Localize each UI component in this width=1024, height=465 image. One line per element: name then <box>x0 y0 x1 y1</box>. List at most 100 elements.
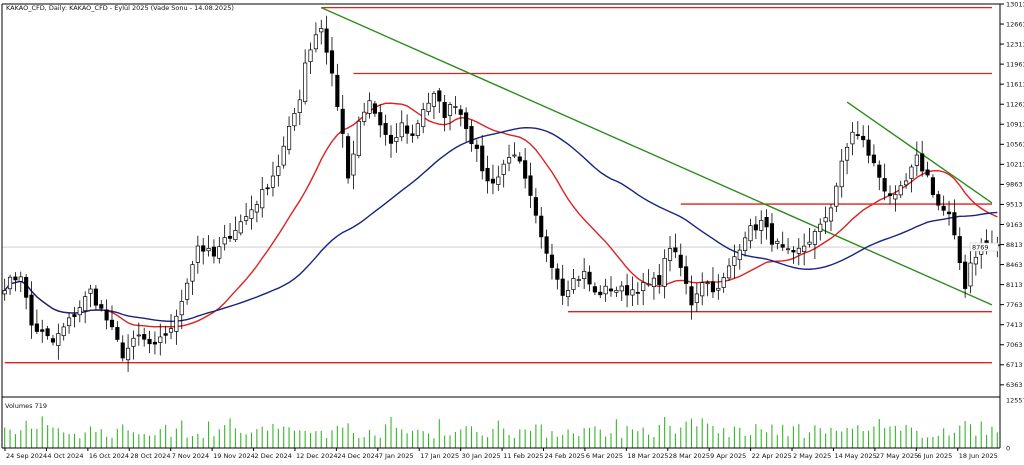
price-tick-label: 6363 <box>1006 381 1023 389</box>
date-tick-label: 12 Dec 2024 <box>296 452 338 460</box>
candle-body <box>684 266 689 284</box>
candle-body <box>474 144 479 149</box>
candle-body <box>759 220 764 231</box>
candle-body <box>651 277 656 288</box>
candle-body <box>56 333 61 346</box>
candle-body <box>281 145 286 166</box>
date-tick-label: 2 May 2025 <box>793 452 831 460</box>
candle-body <box>539 215 544 238</box>
candle-body <box>625 285 630 296</box>
price-tick-label: 11613 <box>1006 80 1024 88</box>
candle-body <box>168 328 174 333</box>
candle-body <box>726 265 732 279</box>
candle-body <box>866 139 871 156</box>
date-tick-label: 22 Apr 2025 <box>752 452 792 460</box>
candle-body <box>40 329 45 332</box>
trend-line <box>846 101 993 204</box>
candle-body <box>861 135 866 141</box>
date-tick-label: 24 Sep 2024 <box>6 452 47 460</box>
volume-panel-label: Volumes 719 <box>5 402 47 410</box>
candle-body <box>431 92 436 107</box>
date-tick-label: 18 Jun 2025 <box>959 452 998 460</box>
candle-body <box>533 197 538 216</box>
date-tick-label: 2 Dec 2024 <box>255 452 292 460</box>
price-tick-label: 8813 <box>1006 241 1023 249</box>
current-price-label: 8769 <box>972 243 989 251</box>
candle-body <box>523 160 528 179</box>
candle-body <box>753 224 758 231</box>
candle-body <box>206 248 211 252</box>
candle-body <box>324 28 329 53</box>
candle-body <box>346 136 351 179</box>
candle-body <box>807 241 812 245</box>
candle-body <box>635 292 640 294</box>
volume-tick-label: 0 <box>1006 444 1010 452</box>
date-tick-label: 7 Nov 2024 <box>172 452 210 460</box>
candle-body <box>410 133 415 136</box>
candle-body <box>517 156 522 162</box>
candle-body <box>50 338 56 343</box>
candle-body <box>244 216 249 221</box>
price-tick-label: 7413 <box>1006 321 1023 329</box>
candle-body <box>845 146 850 161</box>
candle-body <box>748 225 753 242</box>
candle-body <box>544 236 549 254</box>
candle-body <box>136 334 141 337</box>
candle-body <box>823 217 828 223</box>
candle-body <box>469 126 474 145</box>
candle-body <box>973 256 978 265</box>
candle-body <box>839 160 844 188</box>
candle-body <box>195 245 200 263</box>
candle-body <box>66 317 72 327</box>
candle-body <box>442 101 447 118</box>
candle-body <box>179 301 184 316</box>
date-tick-label: 6 Jun 2025 <box>917 452 952 460</box>
candle-body <box>882 178 887 192</box>
moving-average-layer <box>4 102 998 328</box>
candle-body <box>743 237 748 251</box>
candle-body <box>694 293 699 303</box>
candle-body <box>898 185 903 196</box>
price-tick-label: 12313 <box>1006 40 1024 48</box>
date-tick-label: 17 Jan 2025 <box>420 452 459 460</box>
candle-body <box>329 50 335 74</box>
candle-body <box>555 268 560 280</box>
candle-body <box>254 204 259 213</box>
candle-body <box>163 333 168 336</box>
price-tick-label: 9863 <box>1006 181 1023 189</box>
date-tick-label: 18 Mar 2025 <box>627 452 668 460</box>
candle-body <box>834 185 839 207</box>
price-tick-label: 11263 <box>1006 101 1024 109</box>
candle-body <box>614 290 619 293</box>
date-tick-label: 4 Oct 2024 <box>47 452 83 460</box>
candle-body <box>399 122 404 138</box>
candle-body <box>871 154 876 164</box>
date-tick-label: 28 Mar 2025 <box>669 452 710 460</box>
candle-body <box>657 275 662 285</box>
candle-body <box>802 245 807 252</box>
date-tick-label: 24 Dec 2024 <box>337 452 379 460</box>
candle-body <box>335 74 340 107</box>
candle-body <box>120 342 125 359</box>
candle-body <box>512 154 517 157</box>
candle-body <box>394 137 399 142</box>
candle-body <box>34 323 39 332</box>
candle-body <box>152 341 157 345</box>
candle-body <box>190 264 195 282</box>
price-tick-label: 7063 <box>1006 341 1023 349</box>
date-tick-label: 9 Apr 2025 <box>710 452 746 460</box>
candle-body <box>963 261 968 289</box>
candle-body <box>689 286 694 306</box>
candle-body <box>367 100 372 114</box>
moving-average-50-line <box>4 126 998 323</box>
candle-body <box>887 193 893 197</box>
candle-body <box>582 271 587 279</box>
candle-body <box>925 169 930 176</box>
candle-body <box>415 123 420 136</box>
candle-body <box>88 288 93 294</box>
candle-body <box>61 326 66 337</box>
candle-body <box>855 134 860 136</box>
candle-body <box>362 111 367 122</box>
candle-body <box>24 277 29 298</box>
